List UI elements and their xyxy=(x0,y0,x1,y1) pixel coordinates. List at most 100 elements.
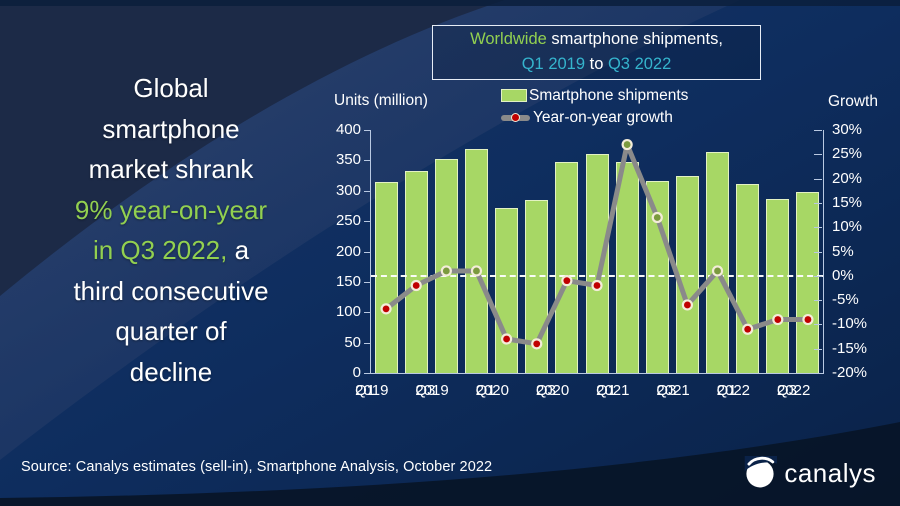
x-axis-label-line: 2021 xyxy=(656,382,690,399)
growth-marker xyxy=(533,340,541,348)
left-axis-tick xyxy=(364,221,370,223)
bar xyxy=(585,154,609,373)
left-axis-label: 50 xyxy=(344,333,361,351)
left-axis-label: 400 xyxy=(335,121,361,138)
growth-marker xyxy=(623,141,631,148)
headline-line: Global xyxy=(26,68,316,109)
x-axis-label-line: 2019 xyxy=(355,382,389,399)
x-axis-label-line: 2019 xyxy=(415,382,449,399)
right-axis-tick xyxy=(814,275,822,277)
left-axis-line xyxy=(370,130,371,373)
right-axis-label: 20% xyxy=(832,169,863,187)
canalys-logo-text: canalys xyxy=(784,457,876,488)
left-axis-label: 0 xyxy=(352,364,361,381)
canalys-logo-icon xyxy=(745,456,778,488)
right-axis-label: 10% xyxy=(832,218,863,236)
line-marker-icon xyxy=(501,112,530,122)
growth-marker xyxy=(412,282,420,289)
growth-marker xyxy=(382,305,390,313)
left-axis-tick xyxy=(364,190,370,192)
headline-line-segment: quarter of xyxy=(115,316,227,346)
line-dot-icon xyxy=(511,112,520,122)
x-axis-label-line: 2020 xyxy=(475,382,509,399)
right-axis-label: 5% xyxy=(832,242,854,260)
right-axis-label: -20% xyxy=(832,364,868,381)
legend-label-growth: Year-on-year growth xyxy=(533,109,673,126)
left-axis-label: 100 xyxy=(335,303,361,321)
right-axis-tick xyxy=(814,300,822,302)
growth-marker xyxy=(684,301,691,309)
left-axis-tick xyxy=(364,312,370,314)
x-axis-label-line: Q1 xyxy=(716,382,737,399)
left-axis-tick xyxy=(364,160,370,162)
left-axis-tick xyxy=(364,251,370,253)
right-axis-label: 15% xyxy=(832,193,863,211)
left-axis-label: 350 xyxy=(335,151,361,169)
bar xyxy=(374,182,398,373)
left-axis-tick xyxy=(364,281,370,283)
title-line-segment: Worldwide xyxy=(470,30,547,48)
growth-marker xyxy=(744,325,752,333)
x-axis-label-line: Q3 xyxy=(535,382,556,399)
growth-marker xyxy=(503,335,510,343)
left-axis-tick xyxy=(364,342,370,344)
headline-line: market shrank xyxy=(26,149,316,190)
growth-marker xyxy=(593,282,601,289)
headline-line-segment: Global xyxy=(133,73,209,103)
title-line-segment: smartphone shipments, xyxy=(546,30,723,48)
x-axis-label-line: 2021 xyxy=(596,382,630,399)
headline-line-segment: in Q3 2022, xyxy=(92,235,228,265)
left-axis-tick xyxy=(364,130,370,131)
right-axis-tick xyxy=(814,348,822,350)
right-axis-title: Growth xyxy=(828,93,878,110)
x-axis-label-line: Q1 xyxy=(475,382,496,399)
right-axis-tick xyxy=(814,324,822,326)
right-axis-tick xyxy=(814,130,822,131)
source-text: Source: Canalys estimates (sell-in), Sma… xyxy=(21,459,493,475)
bar xyxy=(766,198,790,373)
growth-line-layer xyxy=(380,138,814,350)
growth-marker xyxy=(653,214,661,221)
headline-line-segment: 9% year-on-year xyxy=(74,194,268,225)
left-axis-label: 150 xyxy=(335,272,361,290)
bar xyxy=(615,162,639,373)
x-axis-label-line: 2020 xyxy=(535,382,570,399)
growth-line xyxy=(383,142,811,347)
chart-title-box: Worldwide smartphone shipments, Q1 2019 t… xyxy=(432,25,761,80)
headline: Global smartphone market shrank 9% year-on-… xyxy=(26,68,316,392)
x-axis-label-line: Q3 xyxy=(776,382,797,399)
headline-line-segment: decline xyxy=(129,356,213,387)
legend-label-shipments: Smartphone shipments xyxy=(529,87,689,104)
growth-marker xyxy=(774,316,782,323)
growth-marker xyxy=(804,316,812,323)
title-line-segment: Q3 2022 xyxy=(607,55,672,73)
left-axis-title: Units (million) xyxy=(334,92,428,109)
bottom-axis-line xyxy=(370,373,824,374)
legend-item-shipments: Smartphone shipments xyxy=(501,86,688,105)
headline-line: quarter of xyxy=(26,311,316,352)
x-axis-label-line: Q3 xyxy=(656,382,677,399)
bar xyxy=(555,161,579,373)
headline-line: decline xyxy=(26,352,316,393)
headline-line-segment: a xyxy=(227,235,250,265)
headline-line-segment: market shrank xyxy=(88,154,254,184)
bar xyxy=(464,148,488,373)
title-line: Q1 2019 to Q3 2022 xyxy=(433,52,760,77)
x-axis-label-line: Q1 xyxy=(355,382,376,399)
canalys-logo: canalys xyxy=(743,456,876,490)
headline-line: smartphone xyxy=(26,109,316,150)
left-axis-tick xyxy=(364,373,370,374)
growth-marker xyxy=(714,267,721,275)
x-axis-label-line: Q3 xyxy=(415,382,436,399)
x-axis-label-line: 2022 xyxy=(716,382,751,399)
legend-item-growth: Year-on-year growth xyxy=(501,108,688,127)
headline-line: third consecutive xyxy=(26,271,316,312)
growth-marker xyxy=(473,267,480,275)
right-axis-tick xyxy=(814,178,822,180)
bar-swatch-icon xyxy=(501,89,527,102)
right-axis-tick xyxy=(814,202,822,204)
right-axis-label: 30% xyxy=(832,121,863,138)
headline-line-segment: third consecutive xyxy=(73,275,269,306)
right-axis-tick xyxy=(814,373,822,374)
x-axis-label-line: Q1 xyxy=(596,382,617,399)
